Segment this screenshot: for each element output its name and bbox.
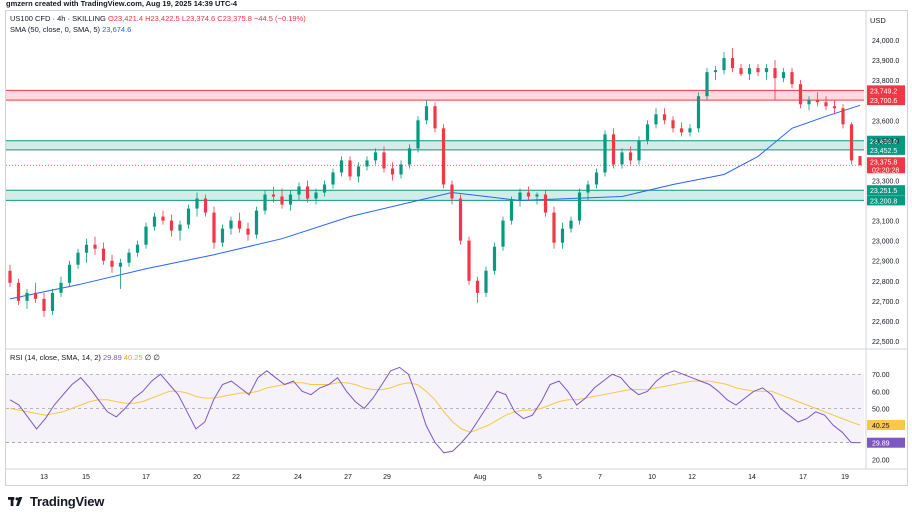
price-legend: US100 CFD · 4h · SKILLING O23,421.4 H23,… — [10, 14, 306, 23]
change-value: −44.5 (−0.19%) — [254, 14, 306, 23]
low-value: L23,374.6 — [181, 14, 216, 23]
tradingview-logo-icon — [8, 496, 23, 506]
rsi-legend: RSI (14, close, SMA, 14, 2) 29.89 40.25 … — [10, 353, 160, 362]
header-text: gmzern created with TradingView.com, Aug… — [6, 0, 238, 8]
rsi-label[interactable]: RSI (14, close, SMA, 14, 2) — [10, 353, 101, 362]
rsi-extra: ∅ ∅ — [144, 353, 160, 362]
logo-text: TradingView — [30, 494, 105, 509]
open-value: O23,421.4 — [107, 14, 143, 23]
high-value: H23,422.5 — [145, 14, 180, 23]
sma-legend: SMA (50, close, 0, SMA, 5) 23,674.6 — [10, 25, 131, 34]
rsi-ma-value: 40.25 — [123, 353, 143, 362]
rsi-value: 29.89 — [102, 353, 122, 362]
chart-frame — [5, 10, 908, 486]
watermark-header: gmzern created with TradingView.com, Aug… — [0, 0, 912, 10]
symbol-label[interactable]: US100 CFD · 4h · SKILLING — [10, 14, 106, 23]
sma-value: 23,674.6 — [102, 25, 132, 34]
currency-label[interactable]: USD — [870, 16, 886, 25]
close-value: C23,375.8 — [217, 14, 252, 23]
tradingview-logo: TradingView — [8, 494, 104, 509]
sma-label[interactable]: SMA (50, close, 0, SMA, 5) — [10, 25, 101, 34]
